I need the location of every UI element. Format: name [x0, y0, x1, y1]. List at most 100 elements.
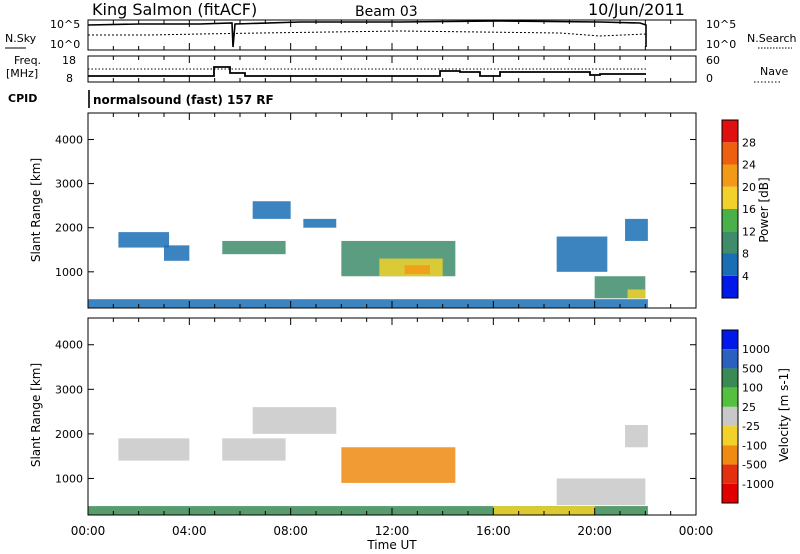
velocity-ylabel: Slant Range [km]: [29, 363, 43, 467]
data-region: [252, 201, 291, 219]
colorbar-tick-label: 500: [742, 362, 763, 375]
power-y-ticks: 1000 2000 3000 4000: [55, 133, 696, 279]
nsky-line: [87, 20, 647, 48]
data-region: [118, 438, 190, 461]
colorbar-tick-label: 8: [742, 248, 749, 261]
colorbar-segment: [722, 445, 738, 465]
time-axis-label: Time UT: [366, 538, 417, 552]
data-region: [556, 478, 646, 506]
x-tick-label: 00:00: [679, 524, 714, 538]
colorbar-tick-label: -25: [742, 420, 760, 433]
data-region: [164, 245, 190, 261]
y-tick-label: 1000: [55, 266, 83, 279]
nsearch-label: N.Search: [747, 32, 797, 45]
data-region: [88, 299, 648, 308]
power-panel: 1000 2000 3000 4000 Slant Range [km] 4 8 12 16…: [29, 112, 771, 309]
colorbar-tick-label: -100: [742, 439, 767, 452]
colorbar-segment: [722, 253, 738, 276]
x-tick-label: 04:00: [172, 524, 207, 538]
sky-left-tick-low: 10^0: [50, 38, 80, 51]
nave-label: Nave: [760, 65, 788, 78]
freq-left-tick-high: 18: [62, 54, 76, 67]
velocity-colorbar-label: Velocity [m s-1]: [777, 368, 791, 462]
power-colorbar: 4 8 12 16 20 24 28: [721, 119, 756, 299]
data-region: [625, 218, 648, 241]
colorbar-tick-label: -500: [742, 459, 767, 472]
colorbar-segment: [722, 186, 738, 209]
data-region: [341, 447, 456, 483]
colorbar-tick-label: 25: [742, 401, 756, 414]
data-region: [627, 289, 646, 299]
data-region: [404, 265, 430, 275]
y-tick-label: 3000: [55, 178, 83, 191]
y-tick-label: 4000: [55, 133, 83, 146]
colorbar-tick-label: 12: [742, 225, 756, 238]
colorbar-segment: [722, 349, 738, 369]
data-region: [88, 506, 648, 515]
power-colorbar-label: Power [dB]: [757, 177, 771, 242]
nave-right-tick-low: 0: [706, 72, 713, 85]
colorbar-tick-label: 24: [742, 159, 756, 172]
frequency-panel: Freq. [MHz] 18 8 60 0 Nave: [6, 54, 788, 85]
colorbar-segment: [722, 483, 738, 503]
y-tick-label: 2000: [55, 222, 83, 235]
sky-right-tick-high: 10^5: [706, 18, 736, 31]
sky-search-panel: N.Sky 10^5 10^0 10^5 10^0 N.Search: [5, 18, 797, 51]
velocity-data-regions: [88, 407, 648, 515]
power-data-regions: [88, 201, 648, 308]
y-tick-label: 2000: [55, 428, 83, 441]
freq-label-1: Freq.: [14, 54, 41, 67]
x-tick-label: 20:00: [577, 524, 612, 538]
data-region: [303, 218, 337, 228]
freq-label-2: [MHz]: [6, 67, 38, 80]
colorbar-segment: [722, 231, 738, 254]
colorbar-tick-label: 16: [742, 203, 756, 216]
beam-title: Beam 03: [355, 4, 418, 20]
data-region: [493, 506, 595, 515]
colorbar-segment: [722, 426, 738, 446]
colorbar-segment: [722, 275, 738, 298]
time-axis: 00:00 04:00 08:00 12:00 16:00 20:00 00:00: [71, 20, 714, 538]
colorbar-frame: [721, 119, 739, 299]
colorbar-tick-label: 4: [742, 270, 749, 283]
data-region: [625, 424, 648, 448]
nave-right-tick-high: 60: [706, 54, 720, 67]
cpid-text: normalsound (fast) 157 RF: [93, 93, 274, 107]
colorbar-segment: [722, 464, 738, 484]
velocity-colorbar: 1000 500 100 25 -25 -100 -500 -1000: [721, 329, 774, 504]
x-tick-label: 12:00: [375, 524, 410, 538]
colorbar-segment: [722, 209, 738, 232]
colorbar-tick-label: 1000: [742, 343, 770, 356]
colorbar-segment: [722, 387, 738, 407]
colorbar-tick-label: 100: [742, 382, 763, 395]
nsky-label: N.Sky: [5, 32, 37, 45]
data-region: [222, 438, 286, 461]
data-region: [118, 232, 170, 248]
colorbar-segment: [722, 164, 738, 187]
data-region: [222, 240, 286, 255]
colorbar-segment: [722, 330, 738, 350]
station-title: King Salmon (fitACF): [92, 0, 257, 19]
date-title: 10/Jun/2011: [588, 0, 685, 19]
data-region: [556, 236, 608, 272]
colorbar-tick-label: 20: [742, 181, 756, 194]
x-tick-label: 08:00: [273, 524, 308, 538]
freq-left-tick-low: 8: [66, 72, 73, 85]
x-tick-label: 00:00: [71, 524, 106, 538]
velocity-panel: 1000 2000 3000 4000 Slant Range [km] 1000 50…: [29, 317, 791, 516]
data-region: [252, 407, 337, 434]
colorbar-segment: [722, 120, 738, 143]
power-ylabel: Slant Range [km]: [29, 158, 43, 262]
colorbar-frame: [721, 329, 739, 504]
cpid-label: CPID: [8, 92, 37, 105]
colorbar-segment: [722, 406, 738, 427]
colorbar-segment: [722, 142, 738, 165]
y-tick-label: 1000: [55, 472, 83, 485]
y-tick-label: 3000: [55, 383, 83, 396]
y-tick-label: 4000: [55, 339, 83, 352]
sky-left-tick-high: 10^5: [50, 18, 80, 31]
colorbar-tick-label: 28: [742, 136, 756, 149]
sky-right-tick-low: 10^0: [706, 38, 736, 51]
x-tick-label: 16:00: [476, 524, 511, 538]
